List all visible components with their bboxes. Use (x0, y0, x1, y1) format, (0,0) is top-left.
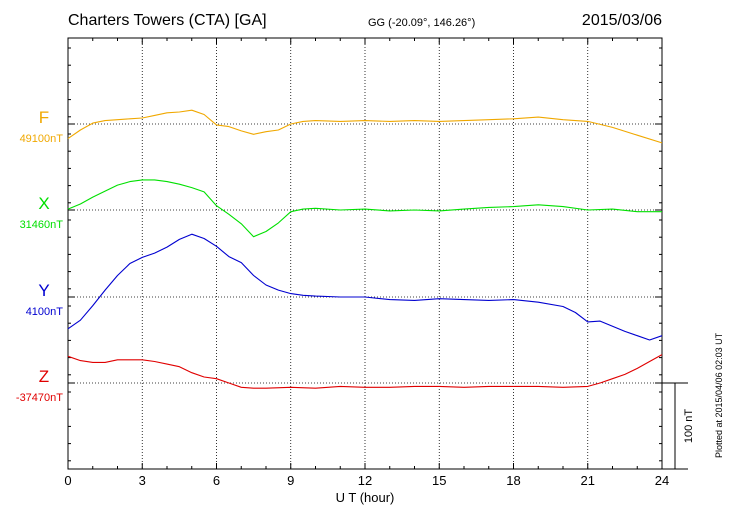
x-tick-label: 24 (655, 473, 669, 488)
series-line-y (67, 233, 663, 341)
series-name-z: Z (39, 367, 49, 386)
series-line-z (67, 354, 663, 389)
baseline-value-f: 49100nT (20, 133, 64, 145)
plot-date: 2015/03/06 (581, 12, 662, 29)
x-tick-label: 12 (358, 473, 372, 488)
x-tick-label: 21 (581, 473, 595, 488)
station-coordinates: GG (-20.09°, 146.26°) (368, 17, 476, 29)
x-tick-label: 15 (432, 473, 446, 488)
series-line-x (67, 179, 662, 238)
station-title: Charters Towers (CTA) [GA] (68, 12, 267, 29)
scale-bar-label: 100 nT (683, 409, 695, 444)
x-tick-label: 18 (506, 473, 520, 488)
baseline-value-y: 4100nT (26, 306, 64, 318)
series-name-f: F (39, 108, 49, 127)
baseline-value-x: 31460nT (20, 219, 64, 231)
x-axis-label: U T (hour) (336, 490, 395, 505)
plotted-timestamp: Plotted at 2015/04/06 02:03 UT (714, 332, 724, 458)
series-name-x: X (38, 194, 49, 213)
x-tick-label: 6 (213, 473, 220, 488)
baseline-value-z: -37470nT (16, 392, 63, 404)
series-name-y: Y (38, 281, 49, 300)
series-line-f (67, 109, 663, 144)
x-tick-label: 0 (64, 473, 71, 488)
x-tick-label: 3 (139, 473, 146, 488)
x-tick-label: 9 (287, 473, 294, 488)
